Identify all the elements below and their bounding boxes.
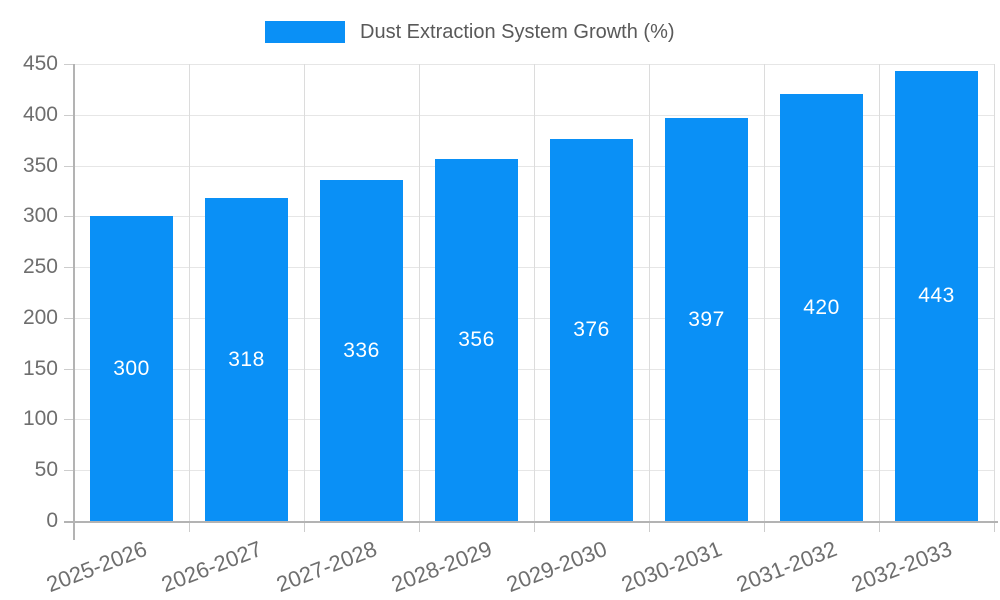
bar[interactable]: 397 [665, 118, 748, 521]
bar-value-label: 376 [573, 318, 610, 341]
x-gridline [994, 64, 995, 521]
y-tick-mark [64, 369, 74, 370]
x-axis-label: 2026-2027 [158, 536, 266, 598]
bar-value-label: 300 [113, 356, 150, 380]
y-tick-mark [64, 318, 74, 319]
bar[interactable]: 300 [90, 216, 173, 521]
x-tick-mark [419, 521, 420, 532]
x-gridline [534, 64, 535, 521]
legend[interactable]: Dust Extraction System Growth (%) [265, 18, 675, 46]
bar[interactable]: 356 [435, 159, 518, 521]
x-gridline [879, 64, 880, 521]
bar[interactable]: 336 [320, 180, 403, 521]
x-axis-label: 2032-2033 [848, 536, 956, 598]
x-tick-mark [189, 521, 190, 532]
bar[interactable]: 318 [205, 198, 288, 521]
bar[interactable]: 376 [550, 139, 633, 521]
y-axis-label: 200 [22, 306, 58, 329]
legend-label: Dust Extraction System Growth (%) [360, 20, 675, 43]
x-tick-mark [649, 521, 650, 532]
y-axis-label: 350 [22, 154, 58, 177]
bar-value-label: 318 [228, 347, 265, 371]
x-gridline [764, 64, 765, 521]
bar-value-label: 420 [803, 295, 840, 319]
x-gridline [304, 64, 305, 521]
bar-value-label: 397 [688, 307, 725, 331]
x-tick-mark [764, 521, 765, 532]
y-axis-label: 100 [22, 407, 58, 430]
bar[interactable]: 443 [895, 71, 978, 521]
x-axis-line [64, 521, 998, 523]
x-tick-mark [879, 521, 880, 532]
y-tick-mark [64, 470, 74, 471]
y-axis-label: 50 [34, 458, 58, 481]
x-axis-label: 2027-2028 [273, 536, 381, 598]
bar-value-label: 443 [918, 284, 955, 307]
y-axis-label: 150 [22, 357, 58, 380]
y-tick-mark [64, 267, 74, 268]
x-axis-label: 2029-2030 [503, 536, 611, 598]
x-gridline [649, 64, 650, 521]
bar-value-label: 356 [458, 328, 495, 351]
bar[interactable]: 420 [780, 94, 863, 521]
y-axis-label: 450 [22, 52, 58, 75]
y-tick-mark [64, 216, 74, 217]
x-tick-mark [304, 521, 305, 532]
y-tick-mark [64, 166, 74, 167]
x-axis-label: 2030-2031 [618, 536, 726, 598]
legend-swatch-icon [265, 21, 345, 43]
y-axis-line [73, 64, 75, 540]
y-tick-mark [64, 419, 74, 420]
x-axis-label: 2031-2032 [733, 536, 841, 598]
y-axis-label: 400 [22, 103, 58, 126]
y-axis-label: 300 [22, 204, 58, 227]
y-axis-label: 250 [22, 255, 58, 278]
y-axis-label: 0 [46, 509, 58, 532]
x-axis-label: 2025-2026 [43, 536, 151, 598]
x-gridline [419, 64, 420, 521]
x-axis-label: 2028-2029 [388, 536, 496, 598]
y-tick-mark [64, 115, 74, 116]
bar-value-label: 336 [343, 338, 380, 362]
x-gridline [189, 64, 190, 521]
y-tick-mark [64, 64, 74, 65]
x-tick-mark [534, 521, 535, 532]
x-tick-mark [994, 521, 995, 532]
